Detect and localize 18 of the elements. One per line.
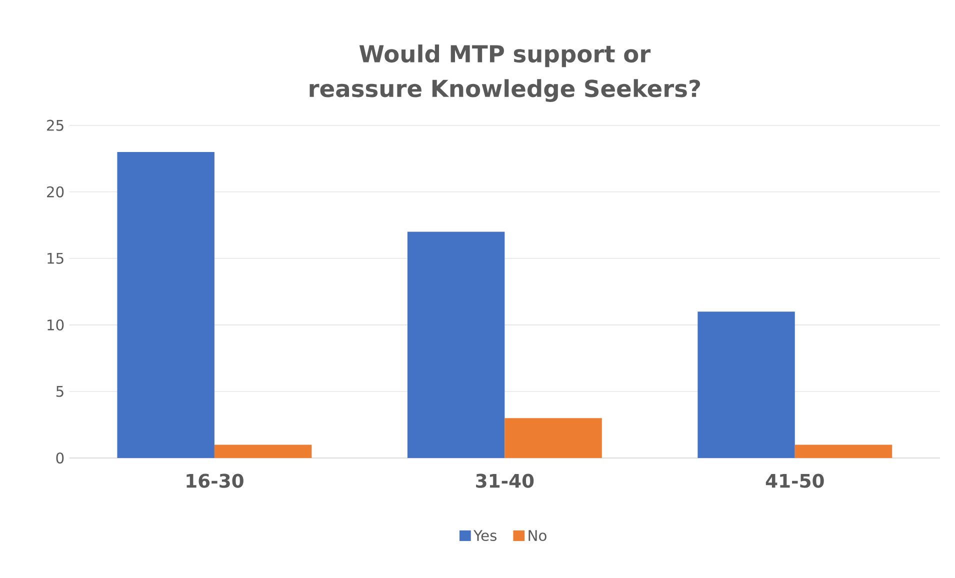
bar xyxy=(794,444,892,458)
y-tick-label: 0 xyxy=(56,452,64,464)
x-tick-label: 41-50 xyxy=(766,474,824,488)
bar xyxy=(698,312,795,458)
x-tick-label: 16-30 xyxy=(186,474,244,488)
y-tick-label: 10 xyxy=(48,319,64,330)
bar xyxy=(407,232,505,458)
legend-label: No xyxy=(528,530,546,542)
y-tick-label: 15 xyxy=(48,252,64,264)
bar xyxy=(504,418,602,458)
legend-label: Yes xyxy=(474,530,496,542)
x-tick-label: 31-40 xyxy=(476,474,534,488)
y-tick-label: 20 xyxy=(47,186,64,198)
bar xyxy=(214,444,312,458)
chart-title: Would MTP support or reassure Knowledge Seekers? xyxy=(310,44,700,102)
bar xyxy=(117,152,214,458)
y-tick-label: 25 xyxy=(47,120,64,131)
y-tick-label: 5 xyxy=(56,386,64,397)
